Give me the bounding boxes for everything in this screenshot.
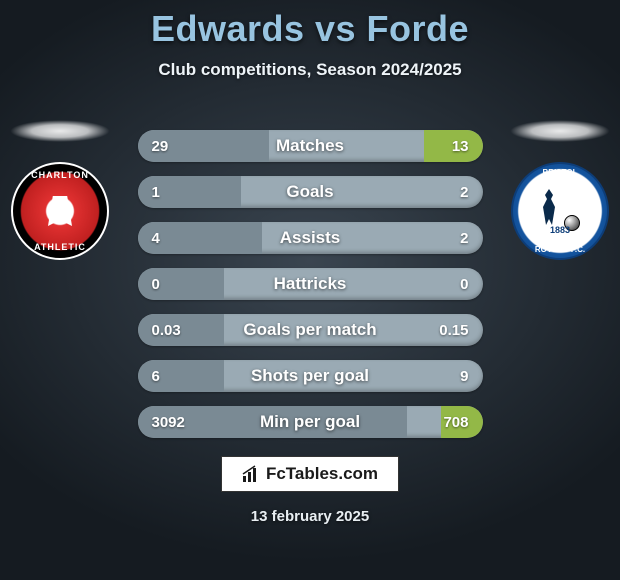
- bar-row-shots-per-goal: 6 Shots per goal 9: [138, 360, 483, 392]
- bar-value-right: 2: [460, 184, 468, 201]
- bar-value-left: 6: [152, 368, 160, 385]
- crest-left-column: CHARLTON ATHLETIC: [10, 120, 110, 260]
- bar-row-hattricks: 0 Hattricks 0: [138, 268, 483, 300]
- bar-fill-left: [138, 268, 224, 300]
- club-crest-bristol-rovers: BRISTOL ROVERS F.C. 1883: [511, 162, 609, 260]
- club-crest-charlton: CHARLTON ATHLETIC: [11, 162, 109, 260]
- bar-value-left: 3092: [152, 414, 185, 431]
- bar-value-left: 0.03: [152, 322, 181, 339]
- crest-text-bottom: ATHLETIC: [13, 242, 107, 252]
- bar-row-goals-per-match: 0.03 Goals per match 0.15: [138, 314, 483, 346]
- pirate-icon: [538, 187, 560, 227]
- bar-value-right: 0.15: [439, 322, 468, 339]
- fctables-badge: FcTables.com: [221, 456, 399, 492]
- bar-value-left: 0: [152, 276, 160, 293]
- bar-fill-left: [138, 360, 224, 392]
- bar-value-right: 708: [443, 414, 468, 431]
- subtitle: Club competitions, Season 2024/2025: [158, 60, 461, 80]
- bar-value-left: 29: [152, 138, 169, 155]
- bar-row-min-per-goal: 3092 Min per goal 708: [138, 406, 483, 438]
- crest-shadow: [10, 120, 110, 142]
- crest-shadow: [510, 120, 610, 142]
- bar-value-left: 4: [152, 230, 160, 247]
- crest-text-top: BRISTOL: [513, 168, 607, 177]
- bar-label: Goals per match: [243, 320, 376, 340]
- bar-label: Min per goal: [260, 412, 360, 432]
- crest-text-top: CHARLTON: [13, 170, 107, 180]
- bar-label: Shots per goal: [251, 366, 369, 386]
- crest-year: 1883: [550, 225, 570, 235]
- bar-value-right: 0: [460, 276, 468, 293]
- bar-label: Matches: [276, 136, 344, 156]
- bar-label: Assists: [280, 228, 340, 248]
- content-wrapper: Edwards vs Forde Club competitions, Seas…: [0, 0, 620, 580]
- branding-text: FcTables.com: [266, 464, 378, 484]
- bar-value-right: 2: [460, 230, 468, 247]
- page-title: Edwards vs Forde: [151, 8, 469, 50]
- crest-inner: 1883: [530, 181, 590, 241]
- bar-value-left: 1: [152, 184, 160, 201]
- bar-label: Goals: [286, 182, 333, 202]
- bar-value-right: 13: [452, 138, 469, 155]
- crest-right-column: BRISTOL ROVERS F.C. 1883: [510, 120, 610, 260]
- bar-value-right: 9: [460, 368, 468, 385]
- bar-label: Hattricks: [274, 274, 347, 294]
- chart-icon: [242, 465, 260, 483]
- crest-text-bottom: ROVERS F.C.: [513, 245, 607, 254]
- date-text: 13 february 2025: [251, 508, 369, 525]
